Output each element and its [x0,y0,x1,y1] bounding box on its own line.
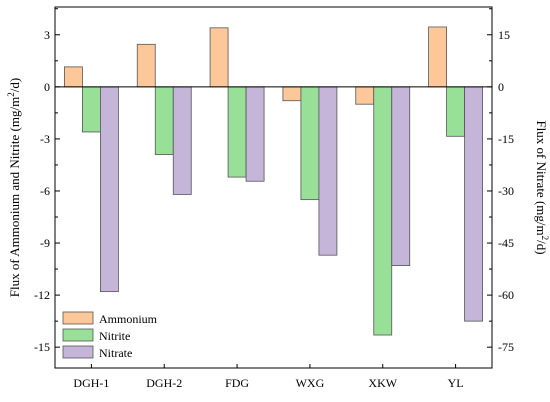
x-tick-label: FDG [225,376,249,390]
left-tick-label: -12 [34,288,50,302]
legend-label-nitrite: Nitrite [99,329,130,343]
bar-ammonium-xkw [355,86,375,105]
x-tick-label: XKW [368,376,397,390]
bar-nitrate-dgh-1 [100,86,119,293]
bar-ammonium-dgh-1 [64,66,83,88]
bar-nitrite-yl [446,86,465,137]
legend-label-nitrate: Nitrate [99,346,132,360]
left-tick-label: 0 [44,80,50,94]
left-tick-label: -3 [40,132,50,146]
plot-frame [54,6,493,369]
legend: Ammonium Nitrite Nitrate [62,311,158,360]
legend-swatch-ammonium [62,311,94,325]
bar-nitrite-dgh-1 [82,86,101,133]
bar-nitrate-dgh-2 [172,86,192,195]
right-tick-label: -75 [498,340,514,354]
bar-ammonium-fdg [209,27,229,88]
bar-nitrite-dgh-2 [154,86,174,155]
x-tick-label: YL [448,376,464,390]
bar-nitrate-fdg [245,86,265,182]
x-tick-label: DGH-1 [73,376,109,390]
right-tick-label: -45 [498,236,514,250]
right-tick-label: 0 [498,80,504,94]
bar-nitrite-xkw [373,86,393,336]
left-tick-label: -15 [34,340,50,354]
bar-nitrate-xkw [391,86,411,267]
left-tick-label: -6 [40,184,50,198]
bars-layer [64,26,483,336]
bar-nitrate-wxg [318,86,338,256]
bar-nitrate-yl [464,86,483,322]
right-tick-label: -30 [498,184,514,198]
left-tick-label: 3 [44,28,50,42]
legend-swatch-nitrate [62,345,94,359]
bar-nitrite-wxg [300,86,320,201]
legend-label-ammonium: Ammonium [99,312,158,326]
x-tick-label: DGH-2 [146,376,182,390]
bar-ammonium-yl [428,26,447,88]
x-tick-label: WXG [296,376,325,390]
bar-ammonium-wxg [282,86,302,102]
right-tick-label: 15 [498,28,510,42]
legend-swatch-nitrite [62,328,94,342]
right-tick-label: -15 [498,132,514,146]
right-axis-title: Flux of Nitrate (mg/m2/d) [534,120,550,254]
left-tick-label: -9 [40,236,50,250]
left-axis: 3 0 -3 -6 -9 -12 -15 [34,8,60,354]
x-axis: DGH-1 DGH-2 FDG WXG XKW YL [73,364,464,390]
bar-ammonium-dgh-2 [136,43,156,88]
bar-nitrite-fdg [227,86,247,178]
right-tick-label: -60 [498,288,514,302]
right-axis: 15 0 -15 -30 -45 -60 -75 [487,8,514,354]
left-axis-title: Flux of Ammonium and Nitrite (mg/m2/d) [6,78,22,297]
